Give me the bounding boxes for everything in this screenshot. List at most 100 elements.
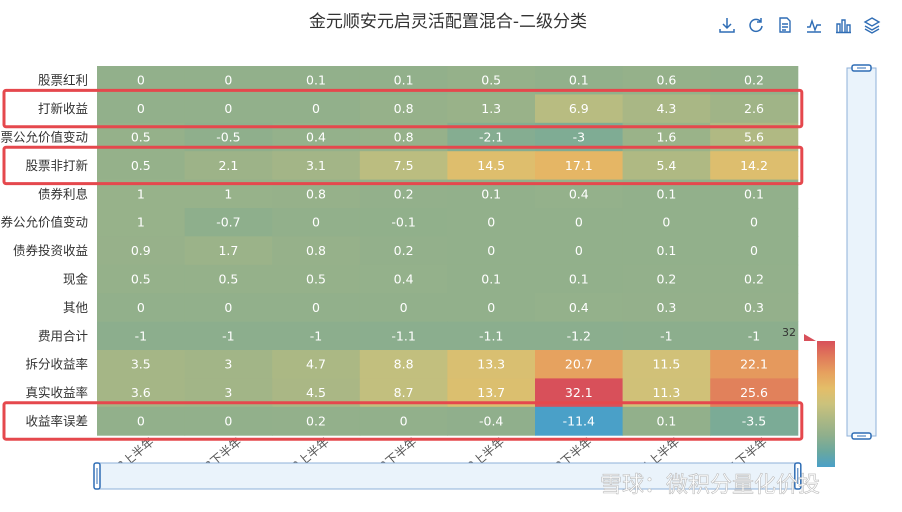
highlight-box (2, 401, 804, 441)
heatmap-cell (622, 406, 711, 436)
visual-map[interactable]: 32 (782, 326, 835, 467)
heatmap-cell (447, 264, 536, 294)
cell-value-label: -1.1 (479, 328, 503, 343)
heatmap-cell (535, 264, 624, 294)
heatmap-cell (447, 151, 536, 181)
heatmap-cell (272, 94, 361, 124)
heatmap-cell (272, 208, 361, 237)
cell-value-label: 0.1 (656, 186, 676, 201)
cell-value-label: 0.5 (131, 272, 151, 287)
heatmap-cells (97, 66, 799, 436)
cell-value-label: 0 (224, 300, 232, 315)
heatmap-cell (622, 321, 711, 351)
heatmap-cell (97, 151, 186, 181)
refresh-icon[interactable] (741, 12, 770, 38)
heatmap-cell (97, 236, 186, 266)
heatmap-cell (184, 236, 273, 266)
cell-value-label: 3.5 (131, 357, 151, 372)
cell-value-label: 3.6 (131, 385, 151, 400)
heatmap-cell (359, 406, 448, 436)
stack-icon[interactable] (857, 12, 886, 38)
heatmap-cell (535, 406, 624, 436)
y-tick-label: 股票非打新 (25, 158, 88, 173)
heatmap-cell (97, 321, 186, 351)
heatmap-cell (359, 94, 448, 124)
cell-value-label: 0.8 (306, 186, 326, 201)
cell-value-label: 0.8 (306, 243, 326, 258)
heatmap-cell (184, 406, 273, 436)
cell-value-label: 4.5 (306, 385, 326, 400)
cell-value-label: 0.1 (481, 272, 501, 287)
y-zoom-slider[interactable] (846, 64, 877, 440)
cell-value-label: 1.7 (218, 243, 238, 258)
cell-value-label: 1.3 (481, 101, 501, 116)
cell-value-label: 14.5 (477, 158, 505, 173)
cell-value-label: 0.3 (656, 300, 676, 315)
cell-value-label: 0.4 (306, 130, 326, 145)
cell-value-label: 0.1 (744, 186, 764, 201)
cell-value-label: 0 (312, 300, 320, 315)
cell-value-label: 0 (312, 215, 320, 230)
cell-value-label: -3 (573, 130, 585, 145)
cell-value-label: 3.1 (306, 158, 326, 173)
x-zoom-slider[interactable] (93, 462, 802, 490)
download-icon[interactable] (712, 12, 741, 38)
heatmap-cell (272, 350, 361, 379)
cell-value-label: 0 (224, 73, 232, 88)
cell-value-label: 1.6 (656, 130, 676, 145)
bar-chart-icon[interactable] (828, 12, 857, 38)
cell-value-label: 0.1 (569, 73, 589, 88)
cell-value-label: 20.7 (565, 357, 593, 372)
cell-value-label: 32.1 (565, 385, 593, 400)
cell-value-label: 4.7 (306, 357, 326, 372)
x-zoom-track[interactable] (96, 462, 799, 490)
cell-value-label: 0 (750, 215, 758, 230)
cell-value-label: 5.6 (744, 130, 764, 145)
heatmap-cell (447, 350, 536, 379)
heatmap-cell (97, 208, 186, 237)
y-tick-label: 票公允价值变动 (0, 130, 88, 145)
visual-map-handle[interactable] (804, 334, 816, 341)
heatmap-cell (535, 236, 624, 266)
cell-value-label: 0.5 (481, 73, 501, 88)
cell-value-label: 8.7 (394, 385, 414, 400)
cell-value-label: -1 (660, 328, 672, 343)
heatmap-cell (272, 321, 361, 351)
heatmap-cell (622, 151, 711, 181)
heatmap-cell (622, 350, 711, 379)
heatmap-cell (710, 208, 799, 237)
cell-value-label: 25.6 (740, 385, 768, 400)
heatmap-cell (97, 350, 186, 379)
cell-value-label: 0.1 (656, 414, 676, 429)
heatmap-cell (184, 321, 273, 351)
cell-value-label: 8.8 (394, 357, 414, 372)
data-view-icon[interactable] (770, 12, 799, 38)
line-chart-icon[interactable] (799, 12, 828, 38)
cell-value-label: 7.5 (394, 158, 414, 173)
y-tick-label: 股票红利 (38, 73, 88, 88)
heatmap-cell (447, 293, 536, 323)
cell-value-label: 1 (224, 186, 232, 201)
chart-title: 金元顺安元启灵活配置混合-二级分类 (309, 12, 587, 32)
cell-value-label: 0.1 (306, 73, 326, 88)
heatmap-cell (184, 293, 273, 323)
cell-value-label: 0 (312, 101, 320, 116)
y-tick-label: 其他 (63, 300, 89, 315)
cell-value-label: 0 (137, 73, 145, 88)
cell-value-label: 0.1 (656, 243, 676, 258)
y-zoom-track[interactable] (846, 67, 877, 437)
cell-value-label: 0 (137, 300, 145, 315)
cell-value-label: 4.3 (656, 101, 676, 116)
visual-map-bar[interactable] (817, 341, 835, 467)
heatmap-cell (272, 151, 361, 181)
cell-value-label: 3 (224, 385, 232, 400)
heatmap-cell (184, 94, 273, 124)
heatmap-cell (359, 151, 448, 181)
cell-value-label: -11.4 (563, 414, 595, 429)
heatmap-cell (710, 264, 799, 294)
heatmap-cell (272, 406, 361, 436)
y-tick-label: 现金 (63, 272, 89, 287)
cell-value-label: 2.1 (218, 158, 238, 173)
cell-value-label: 0.2 (306, 414, 326, 429)
